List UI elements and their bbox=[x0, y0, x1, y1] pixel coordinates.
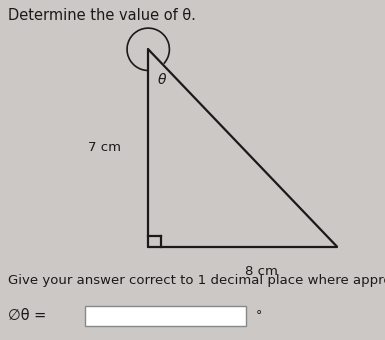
Text: Give your answer correct to 1 decimal place where appropriate.: Give your answer correct to 1 decimal pl… bbox=[8, 274, 385, 287]
Text: Determine the value of θ.: Determine the value of θ. bbox=[8, 8, 196, 23]
Text: ∅θ =: ∅θ = bbox=[8, 308, 46, 323]
Text: °: ° bbox=[256, 309, 263, 322]
Text: θ: θ bbox=[157, 73, 166, 87]
Bar bbox=[85, 306, 246, 326]
Text: 7 cm: 7 cm bbox=[88, 141, 121, 154]
Text: 8 cm: 8 cm bbox=[245, 265, 278, 278]
